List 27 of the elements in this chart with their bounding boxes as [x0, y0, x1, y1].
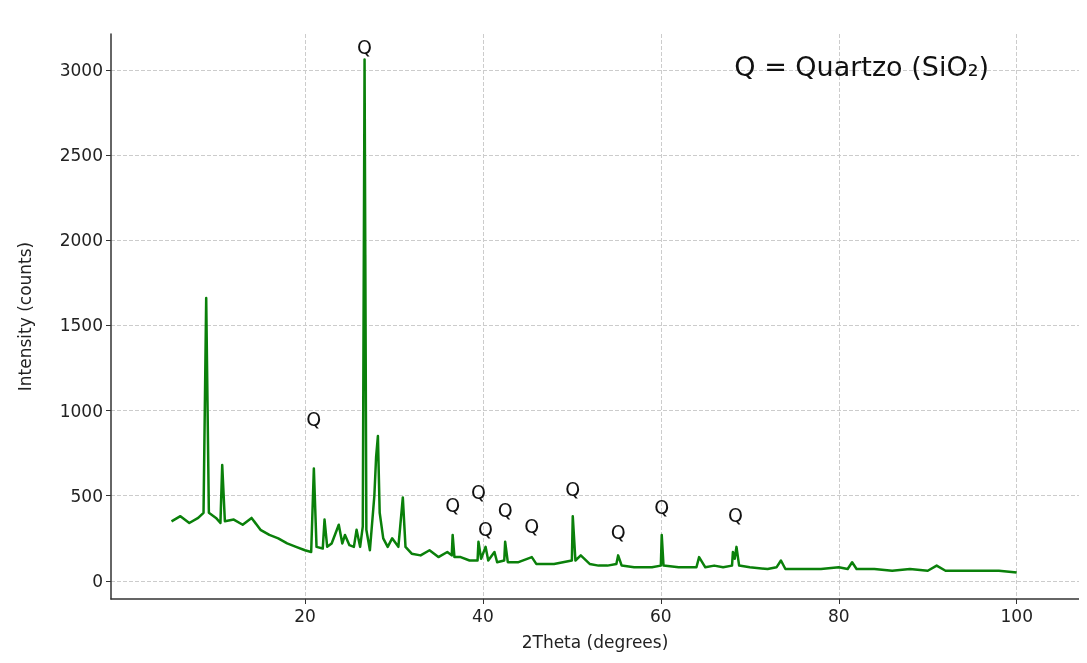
y-tick-label: 2500	[59, 144, 103, 165]
y-tick-label: 0	[92, 570, 103, 591]
annotation: Q	[306, 407, 322, 430]
annotation: Q	[478, 518, 494, 541]
x-tick-label: 60	[650, 605, 672, 626]
x-axis-title: 2Theta (degrees)	[521, 631, 669, 652]
annotation: Q	[445, 494, 461, 517]
line-series	[170, 58, 1018, 574]
annotation: Q	[357, 36, 373, 59]
y-tick-label: 1500	[59, 315, 103, 336]
y-axis-title: Intensity (counts)	[14, 241, 35, 392]
x-tick-label: 40	[472, 605, 494, 626]
annotation: Q	[610, 520, 626, 543]
annotation: Q	[470, 481, 486, 504]
x-tick-label: 80	[827, 605, 850, 626]
annotation: Q	[565, 477, 581, 500]
y-tick-label: 500	[70, 485, 103, 506]
annotation: Q	[497, 499, 513, 522]
y-tick-label: 2000	[59, 230, 103, 251]
annotation: Q = Quartzo (SiO₂)	[734, 51, 990, 82]
y-tick-label: 3000	[59, 59, 103, 80]
annotation: Q	[728, 504, 744, 527]
x-tick-label: 100	[1000, 605, 1033, 626]
annotation: Q	[524, 514, 540, 537]
x-tick-label: 20	[294, 605, 316, 626]
y-tick-label: 1000	[59, 400, 103, 421]
annotation: Q	[654, 496, 670, 519]
